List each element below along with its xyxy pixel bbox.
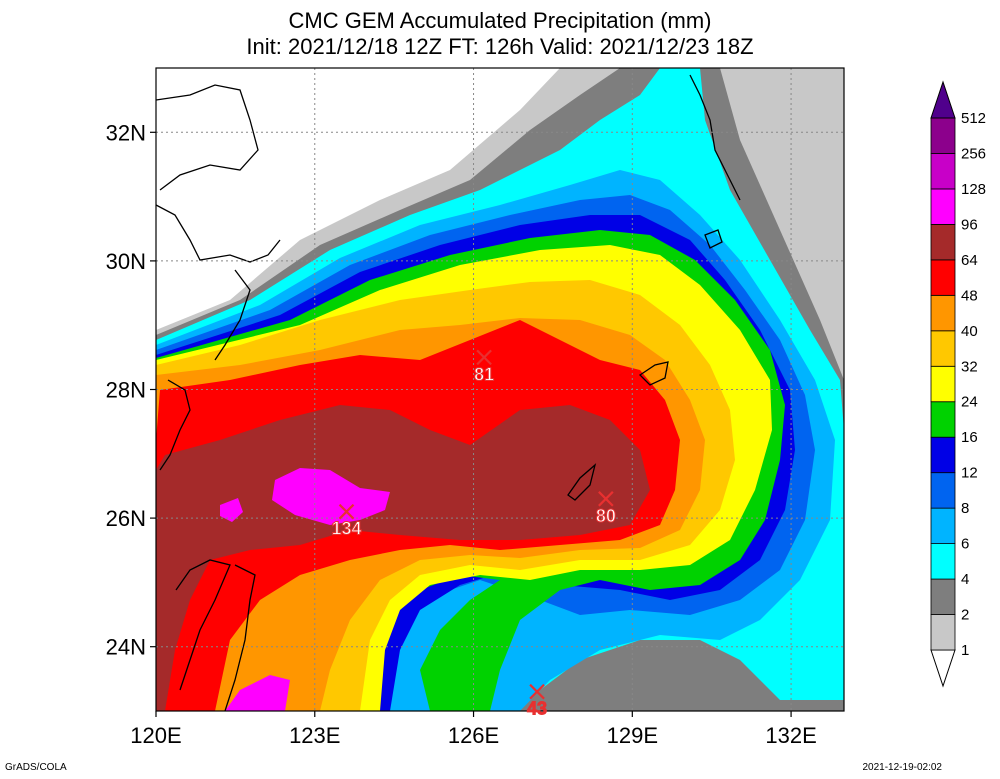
colorbar-swatch [930,543,956,580]
colorbar-label: 512 [961,110,986,127]
colorbar-swatch [930,401,956,438]
max-marker: 80 [595,491,616,526]
max-marker-cross [529,683,545,700]
colorbar-bottom-arrow [930,649,956,688]
x-tick-label: 123E [289,723,340,748]
max-value-label: 134 [331,519,361,539]
colorbar-label: 48 [961,287,978,304]
colorbar-label: 40 [961,323,978,340]
colorbar-label: 2 [961,607,969,624]
colorbar-label: 16 [961,429,978,446]
chart-subtitle: Init: 2021/12/18 12Z FT: 126h Valid: 202… [246,34,754,59]
colorbar-label: 1 [961,642,969,659]
max-value-label: 43 [527,699,547,719]
colorbar-swatch [930,578,956,615]
max-marker: 81 [474,349,495,385]
colorbar-top-arrow [930,80,956,119]
colorbar-swatch [930,153,956,190]
y-tick-label: 24N [106,635,146,660]
footer-software: GrADS/COLA [5,762,67,773]
field-96mm-south [225,675,290,711]
colorbar-swatch [930,472,956,509]
colorbar-swatch [930,294,956,332]
colorbar-label: 6 [961,536,969,553]
precipitation-field [156,68,844,711]
colorbar-label: 8 [961,500,969,517]
colorbar-label: 4 [961,571,969,588]
colorbar-label: 64 [961,252,978,269]
colorbar-swatch [930,117,956,154]
colorbar-swatch [930,223,956,261]
max-marker: 43 [527,683,548,719]
colorbar-swatch [930,330,956,367]
max-marker-cross [338,503,355,520]
colorbar-swatch [930,614,956,651]
colorbar-label: 32 [961,358,978,375]
axis-ticks: 120E 123E 126E 129E 132E 24N 26N 28N 30N 32N [106,120,817,748]
chart-title: CMC GEM Accumulated Precipitation (mm) [288,8,712,33]
footer-timestamp: 2021-12-19-02:02 [862,762,942,773]
coastlines [156,74,741,711]
colorbar-swatch [930,365,956,403]
x-tick-label: 120E [130,723,181,748]
max-value-label: 81 [474,364,494,384]
y-tick-label: 32N [106,120,146,145]
y-tick-label: 28N [106,378,146,403]
field-96mm [272,468,390,525]
y-tick-label: 30N [106,249,146,274]
colorbar-label: 24 [961,394,978,411]
colorbar-swatch [930,259,956,296]
colorbar-label: 128 [961,181,986,198]
colorbar-label: 96 [961,216,978,233]
x-tick-label: 132E [765,723,816,748]
gridlines [156,68,844,711]
colorbar-label: 256 [961,145,986,162]
max-marker-cross [598,491,614,507]
y-tick-label: 26N [106,506,146,531]
colorbar-swatch [930,436,956,474]
max-value-label: 80 [596,506,616,526]
colorbar-swatch [930,507,956,544]
x-tick-label: 126E [448,723,499,748]
colorbar-label: 12 [961,465,978,482]
x-tick-label: 129E [607,723,658,748]
field-96mm-small [220,498,243,522]
colorbar-swatch [930,188,956,225]
max-marker-cross [476,349,492,366]
max-marker: 134 [331,503,362,539]
maxima-markers: 81 134 80 43 [331,349,616,719]
